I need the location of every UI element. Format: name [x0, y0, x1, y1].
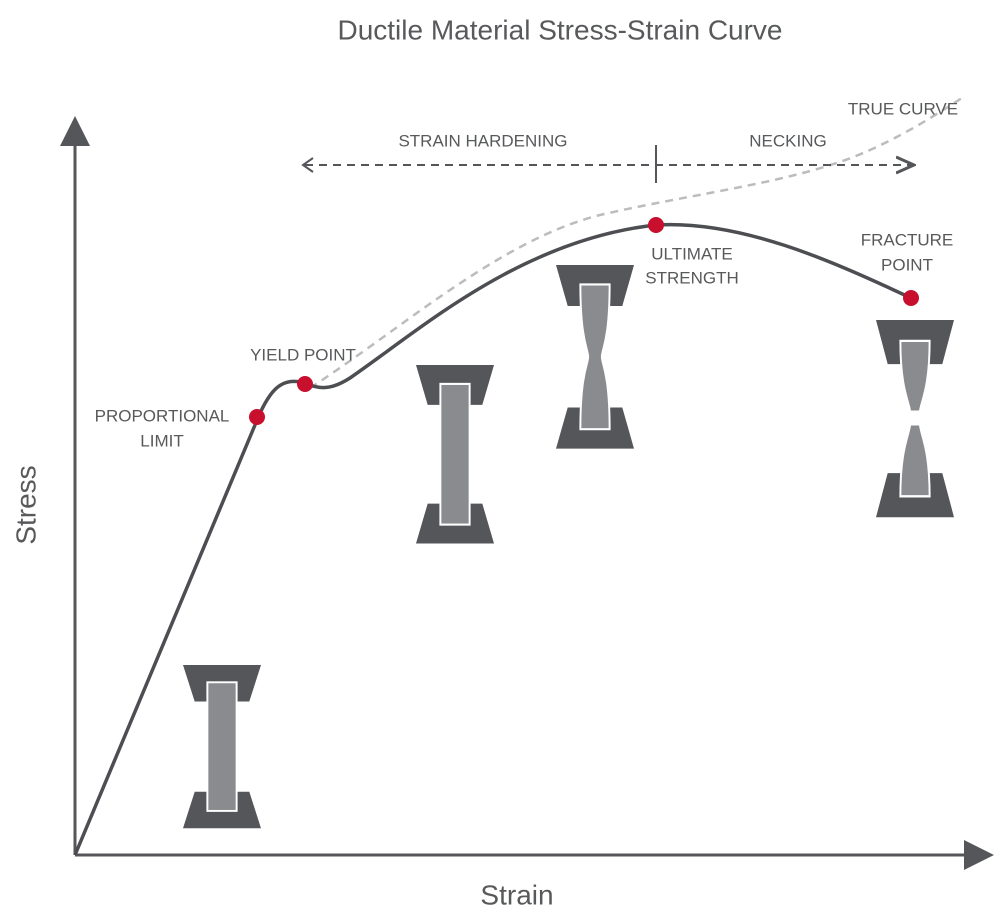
- y-axis-label: Stress: [10, 465, 41, 544]
- point-label: FRACTURE: [861, 230, 954, 249]
- point-label: YIELD POINT: [250, 345, 356, 364]
- point-label: ULTIMATE: [651, 244, 733, 263]
- point-label: STRENGTH: [645, 268, 739, 287]
- true-curve-label: TRUE CURVE: [848, 99, 958, 118]
- title: Ductile Material Stress-Strain Curve: [337, 14, 782, 45]
- specimen-elastic: [183, 665, 261, 829]
- stress-strain-curve: [73, 222, 912, 856]
- point-label: PROPORTIONAL: [95, 406, 230, 425]
- point-marker: [297, 376, 313, 392]
- point-label: LIMIT: [140, 431, 183, 450]
- specimen-necking: [556, 265, 634, 449]
- x-axis-label: Strain: [480, 879, 553, 910]
- specimen-hardening: [416, 365, 494, 544]
- region-label: NECKING: [749, 131, 826, 150]
- region-label: STRAIN HARDENING: [398, 131, 567, 150]
- point-marker: [648, 217, 664, 233]
- specimen-fractured: [876, 320, 954, 518]
- arrow-head: [301, 157, 314, 173]
- point-marker: [903, 290, 919, 306]
- true-curve: [309, 96, 963, 390]
- point-marker: [249, 409, 265, 425]
- point-label: POINT: [881, 255, 933, 274]
